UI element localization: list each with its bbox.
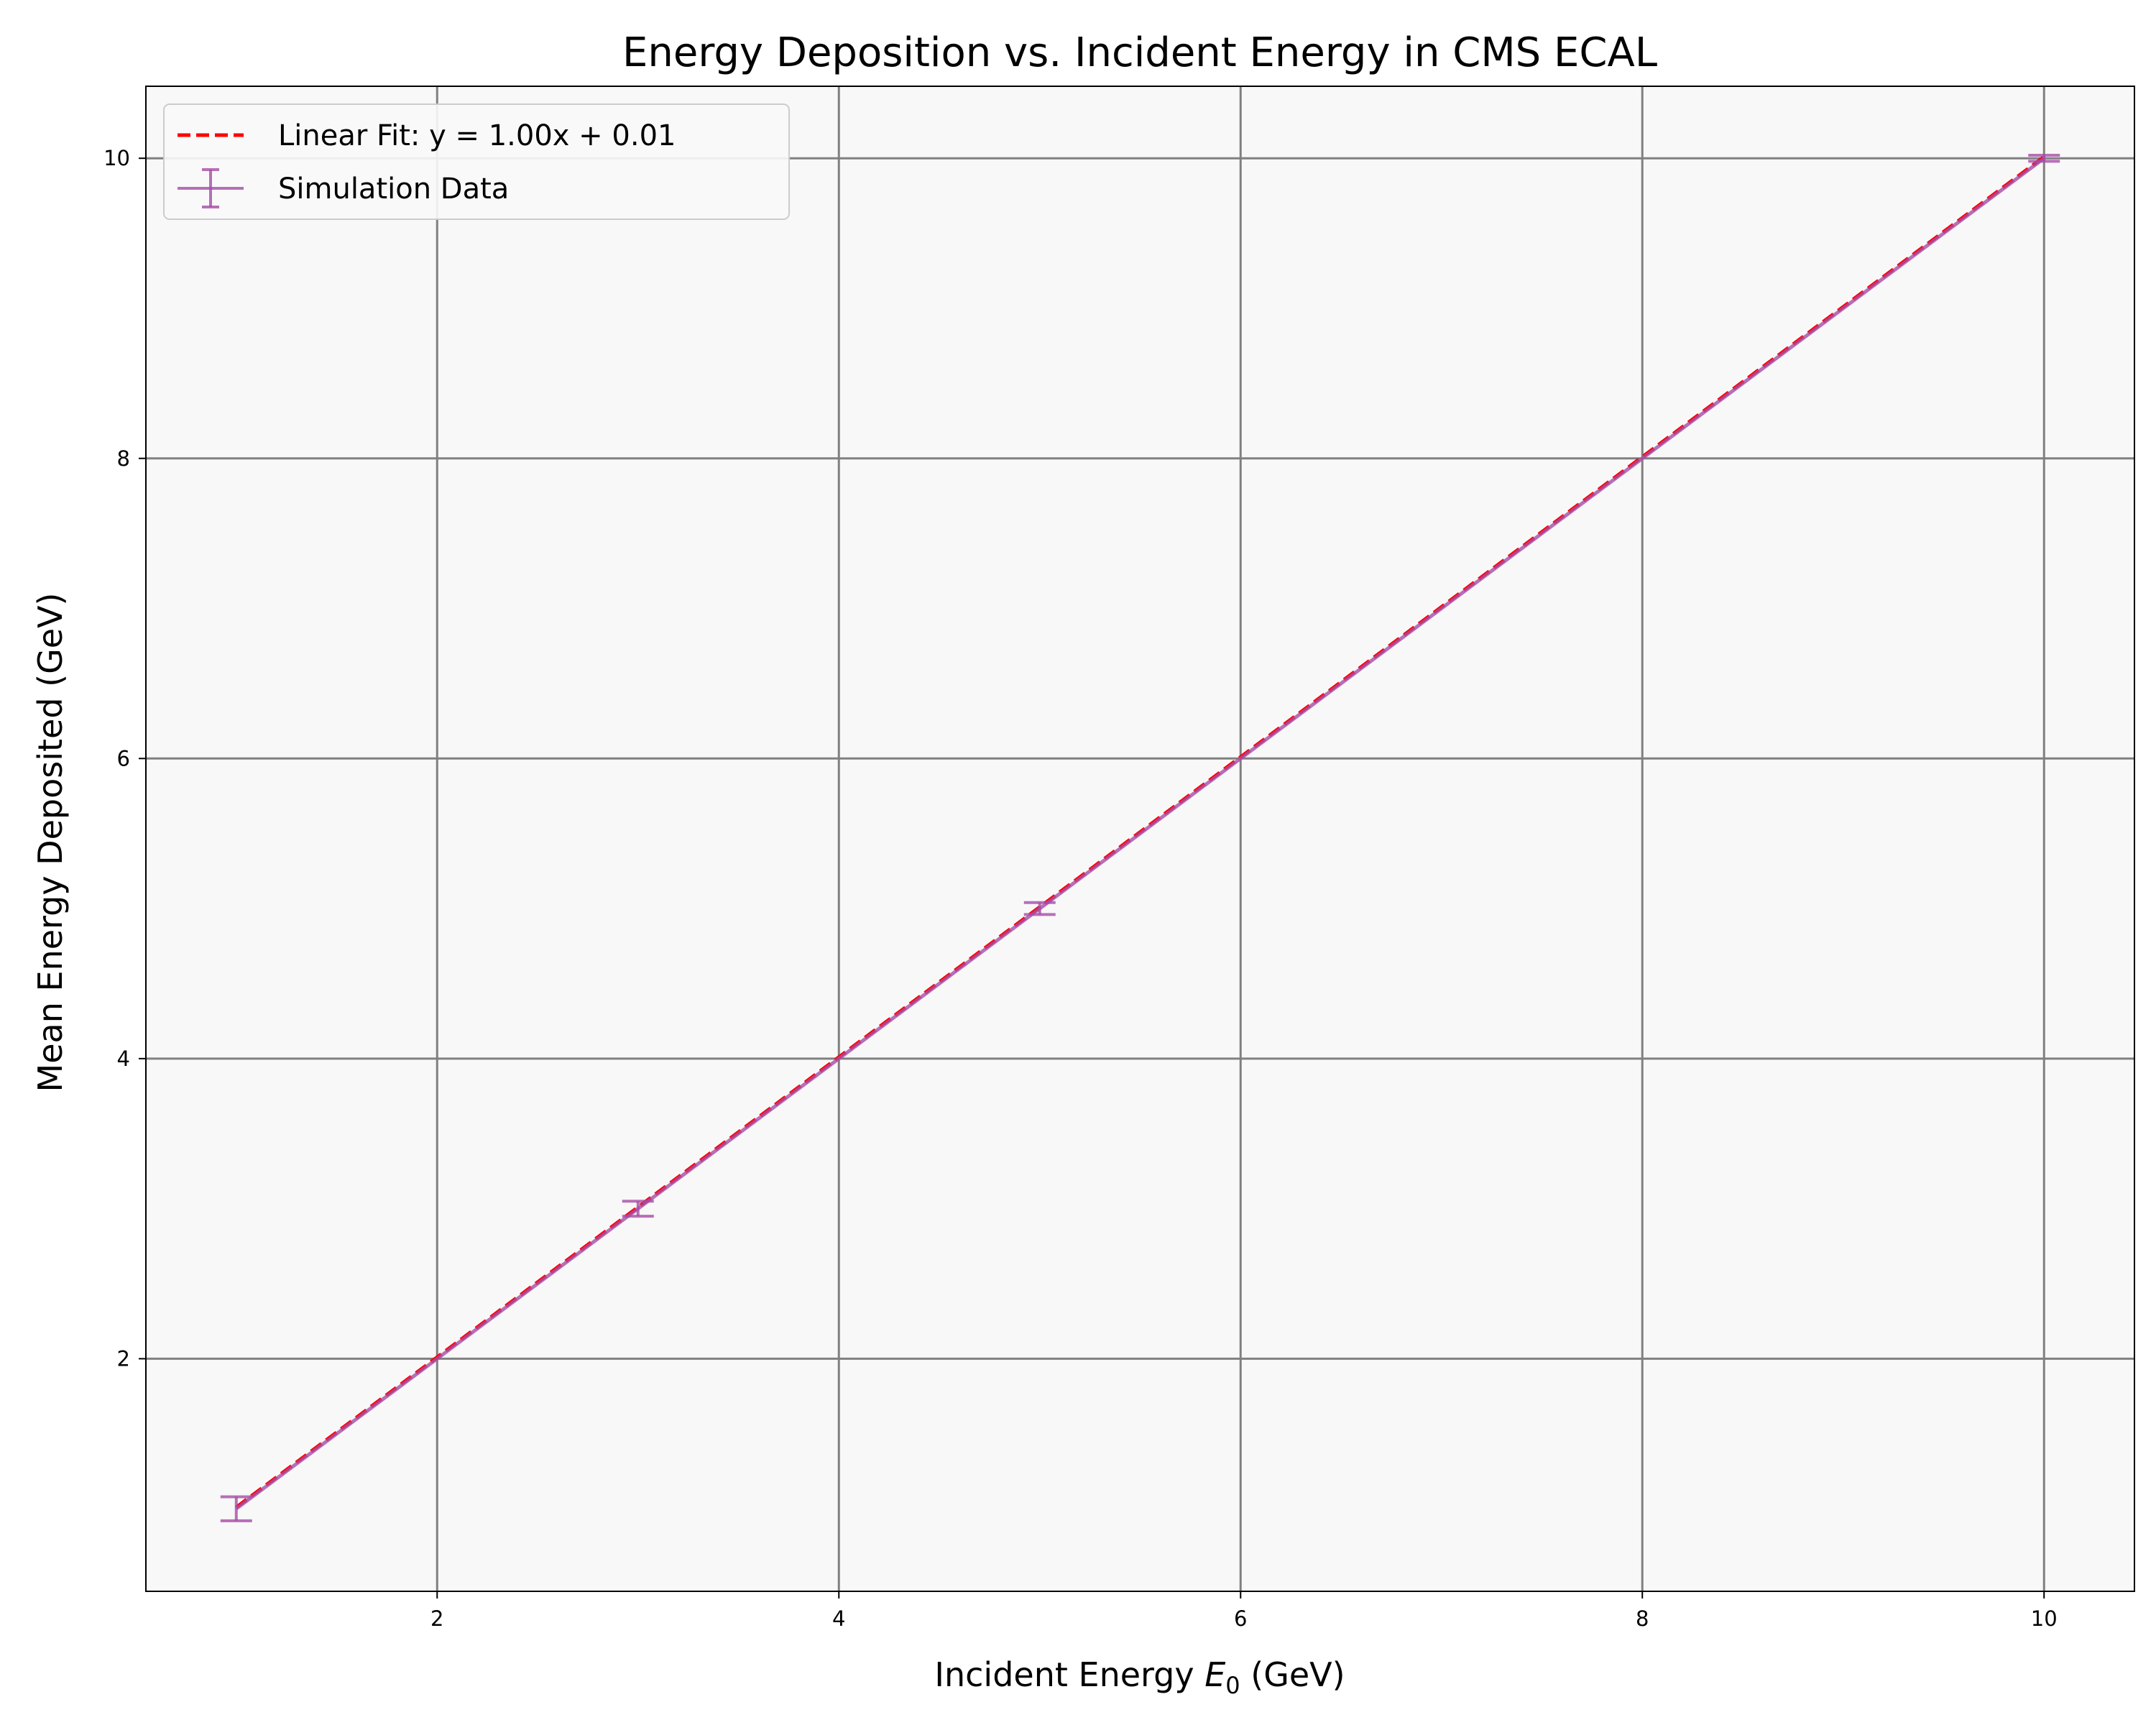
x-tick-label: 6 [1234,1606,1247,1631]
legend-box [163,104,790,220]
error-bar [622,1200,654,1218]
y-axis-label: Mean Energy Deposited (GeV) [31,593,70,1092]
legend-data-swatch [178,168,244,208]
legend: Linear Fit: y = 1.00x + 0.01 Simulation … [163,104,790,220]
data-layer [220,154,2060,1522]
error-bar [2028,154,2060,163]
x-tick-label: 2 [430,1606,443,1631]
y-axis-ticks: 2 4 6 8 10 [103,146,146,1371]
grid [146,86,2134,1591]
plot-frame [145,86,2135,1592]
legend-fit-label: Linear Fit: y = 1.00x + 0.01 [278,119,676,152]
error-bar [220,1495,252,1522]
x-tick-label: 4 [832,1606,845,1631]
data-series-line [235,157,2045,1511]
y-tick-label: 6 [117,746,130,770]
x-axis-ticks: 2 4 6 8 10 [430,1591,2058,1631]
y-tick-label: 8 [117,446,130,471]
y-tick-label: 4 [117,1046,130,1071]
y-tick-label: 2 [117,1346,130,1371]
error-bar [1023,901,1056,916]
chart-title: Energy Deposition vs. Incident Energy in… [622,29,1657,76]
x-axis-label: Incident Energy E0 (GeV) [934,1655,1345,1699]
legend-data-label: Simulation Data [278,172,509,206]
x-tick-label: 10 [2031,1606,2058,1631]
x-tick-label: 8 [1636,1606,1649,1631]
y-tick-label: 10 [103,146,130,170]
